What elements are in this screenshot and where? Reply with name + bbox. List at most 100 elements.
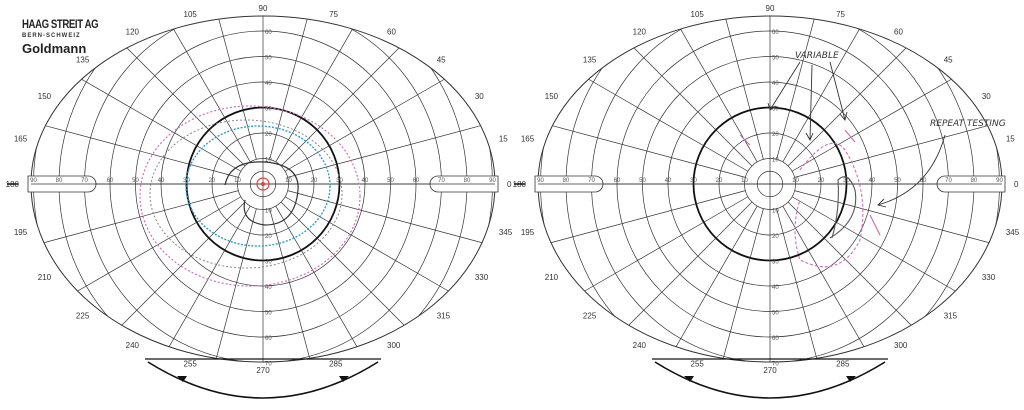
meridian-165 (538, 121, 746, 178)
ring-label: 80 (971, 178, 978, 184)
meridian-label: 90 (259, 4, 268, 13)
ring-label: 70 (81, 178, 88, 184)
ring-label: 20 (772, 234, 779, 240)
meridian-label: 330 (475, 273, 489, 282)
ring-label: 10 (265, 209, 272, 215)
meridian-label: 135 (583, 56, 597, 65)
ring-label: 70 (588, 178, 595, 184)
ring-label: 50 (132, 178, 139, 184)
ring-label: 20 (772, 132, 779, 138)
meridian-label: 120 (633, 28, 647, 37)
meridian-345 (794, 190, 1002, 247)
meridian-label: 60 (387, 28, 396, 37)
meridian-label: 165 (521, 134, 535, 143)
ring-label: 40 (265, 81, 272, 87)
meridian-30 (791, 63, 979, 172)
ring-label: 30 (265, 260, 272, 266)
meridian-210 (561, 196, 749, 305)
ring-label: 40 (665, 178, 672, 184)
ring-label: 30 (265, 107, 272, 113)
meridian-15 (794, 121, 1002, 178)
meridian-75 (776, 16, 833, 160)
ring-label: 50 (894, 178, 901, 184)
ring-label: 30 (183, 178, 190, 184)
ring-label: 90 (537, 178, 544, 184)
meridian-255 (200, 208, 257, 362)
meridian-label: 0 (1014, 180, 1019, 189)
meridian-label: 315 (944, 312, 958, 321)
arrow-head-icon (684, 376, 694, 382)
meridian-label: 225 (583, 312, 597, 321)
meridian-label: 150 (545, 92, 559, 101)
grid (31, 16, 495, 362)
meridian-label: 255 (691, 360, 705, 369)
ring-label: 60 (772, 30, 779, 36)
ring-label: 60 (772, 336, 779, 342)
ring-label: 20 (818, 178, 825, 184)
ring-label: 60 (107, 178, 114, 184)
meridian-330 (284, 196, 472, 305)
ring-label: 20 (716, 178, 723, 184)
ring-label: 10 (741, 178, 748, 184)
meridian-255 (707, 208, 764, 362)
meridian-label: 45 (437, 56, 446, 65)
meridian-label: 330 (982, 273, 996, 282)
meridian-label: 270 (763, 366, 777, 375)
meridian-label: 210 (545, 273, 559, 282)
meridian-label: 300 (894, 341, 908, 350)
ring-label: 40 (362, 178, 369, 184)
ring-label: 50 (772, 311, 779, 317)
meridian-195 (538, 190, 746, 247)
ring-label: 60 (265, 336, 272, 342)
meridian-15 (287, 121, 495, 178)
ring-label: 10 (265, 158, 272, 164)
meridian-165 (31, 121, 239, 178)
chart-left: 0153045607590105120135150165180195210225… (6, 4, 513, 399)
meridian-label: 225 (76, 312, 90, 321)
meridian-60 (275, 16, 384, 163)
brand-block: HAAG STREIT AG BERN-SCHWEIZ Goldmann (22, 18, 117, 55)
ring-label: 40 (772, 285, 779, 291)
annotation-arrow (767, 61, 801, 111)
ring-label: 10 (234, 178, 241, 184)
meridian-120 (649, 16, 758, 163)
ring-label: 90 (30, 178, 37, 184)
ring-label: 10 (772, 158, 779, 164)
fixation-marker (256, 177, 270, 191)
meridian-label: 105 (184, 10, 198, 19)
ring-label: 70 (438, 178, 445, 184)
meridian-label: 75 (329, 10, 338, 19)
rotation-arrow-arc (654, 361, 886, 399)
meridian-60 (782, 16, 891, 163)
meridian-label: 0 (507, 180, 512, 189)
meridian-195 (31, 190, 239, 247)
meridian-label: 315 (437, 312, 451, 321)
meridian-330 (791, 196, 979, 305)
isopter-dark (224, 161, 299, 226)
meridian-label: 285 (329, 360, 343, 369)
grid (538, 16, 1002, 362)
ring-label: 40 (158, 178, 165, 184)
ring-label: 40 (869, 178, 876, 184)
meridian-label: 255 (184, 360, 198, 369)
ring-label: 80 (464, 178, 471, 184)
ring-label: 30 (690, 178, 697, 184)
ring-label: 50 (639, 178, 646, 184)
fixation-dot (261, 182, 265, 186)
meridian-label: 270 (256, 366, 270, 375)
meridian-label: 195 (521, 228, 535, 237)
meridian-150 (561, 63, 749, 172)
meridian-label: 135 (76, 56, 90, 65)
arrow-head-icon (339, 376, 349, 382)
ring-label: 30 (772, 107, 779, 113)
rotation-arrow-arc (147, 361, 379, 399)
scotoma-marks (739, 129, 881, 236)
ring-label: 70 (265, 362, 272, 368)
meridian-label: 300 (387, 341, 401, 350)
ring-label: 60 (920, 178, 927, 184)
meridian-label: 150 (38, 92, 52, 101)
ring-label: 80 (563, 178, 570, 184)
meridian-label: 90 (766, 4, 775, 13)
meridian-30 (284, 63, 472, 172)
